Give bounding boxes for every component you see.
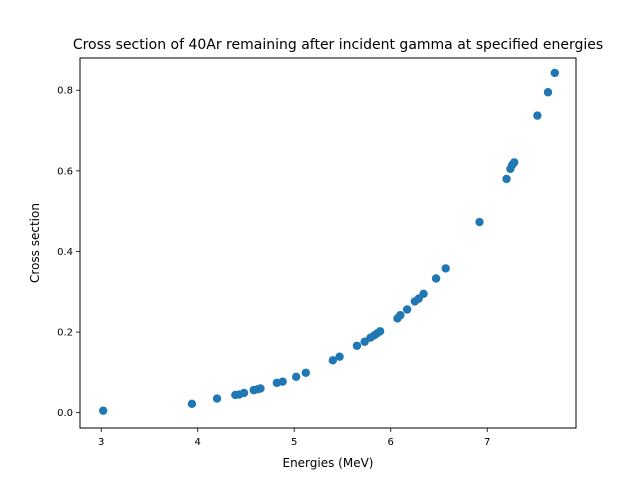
data-point xyxy=(502,174,511,184)
data-point xyxy=(543,88,553,97)
y-tick-label: 0.2 xyxy=(57,328,73,339)
data-point xyxy=(441,264,450,273)
y-tick-label: 0.8 xyxy=(57,86,73,97)
data-point xyxy=(328,356,338,365)
x-tick-label: 4 xyxy=(195,437,201,448)
data-point xyxy=(375,327,385,336)
scatter-points xyxy=(98,68,559,415)
y-tick-label: 0.0 xyxy=(57,408,73,419)
y-tick-label: 0.4 xyxy=(57,247,73,258)
data-point xyxy=(402,305,412,314)
x-axis-label: Energies (MeV) xyxy=(282,456,373,470)
x-tick-label: 5 xyxy=(291,437,297,448)
data-point xyxy=(510,158,519,167)
data-point xyxy=(396,310,405,320)
data-point xyxy=(291,372,301,382)
axis-ticks: 3 4 5 6 7 0.0 0.2 0.4 0.6 0.8 xyxy=(57,86,490,448)
data-point xyxy=(301,368,311,377)
data-point xyxy=(278,377,287,386)
data-point xyxy=(212,394,222,403)
x-tick-label: 7 xyxy=(484,437,490,448)
plot-frame xyxy=(79,57,577,429)
data-point xyxy=(419,289,428,298)
data-point xyxy=(256,384,265,393)
data-point xyxy=(335,352,344,361)
chart-title: Cross section of 40Ar remaining after in… xyxy=(73,37,603,53)
y-axis-label: Cross section xyxy=(28,203,42,283)
x-tick-label: 6 xyxy=(388,437,394,448)
data-point xyxy=(533,111,542,120)
data-point xyxy=(98,406,108,415)
data-point xyxy=(550,68,559,78)
data-point xyxy=(475,217,484,227)
y-tick-label: 0.6 xyxy=(57,166,73,177)
data-point xyxy=(187,399,197,409)
data-point xyxy=(352,341,362,350)
data-point xyxy=(239,388,249,398)
data-point xyxy=(431,274,441,283)
x-tick-label: 3 xyxy=(98,437,104,448)
